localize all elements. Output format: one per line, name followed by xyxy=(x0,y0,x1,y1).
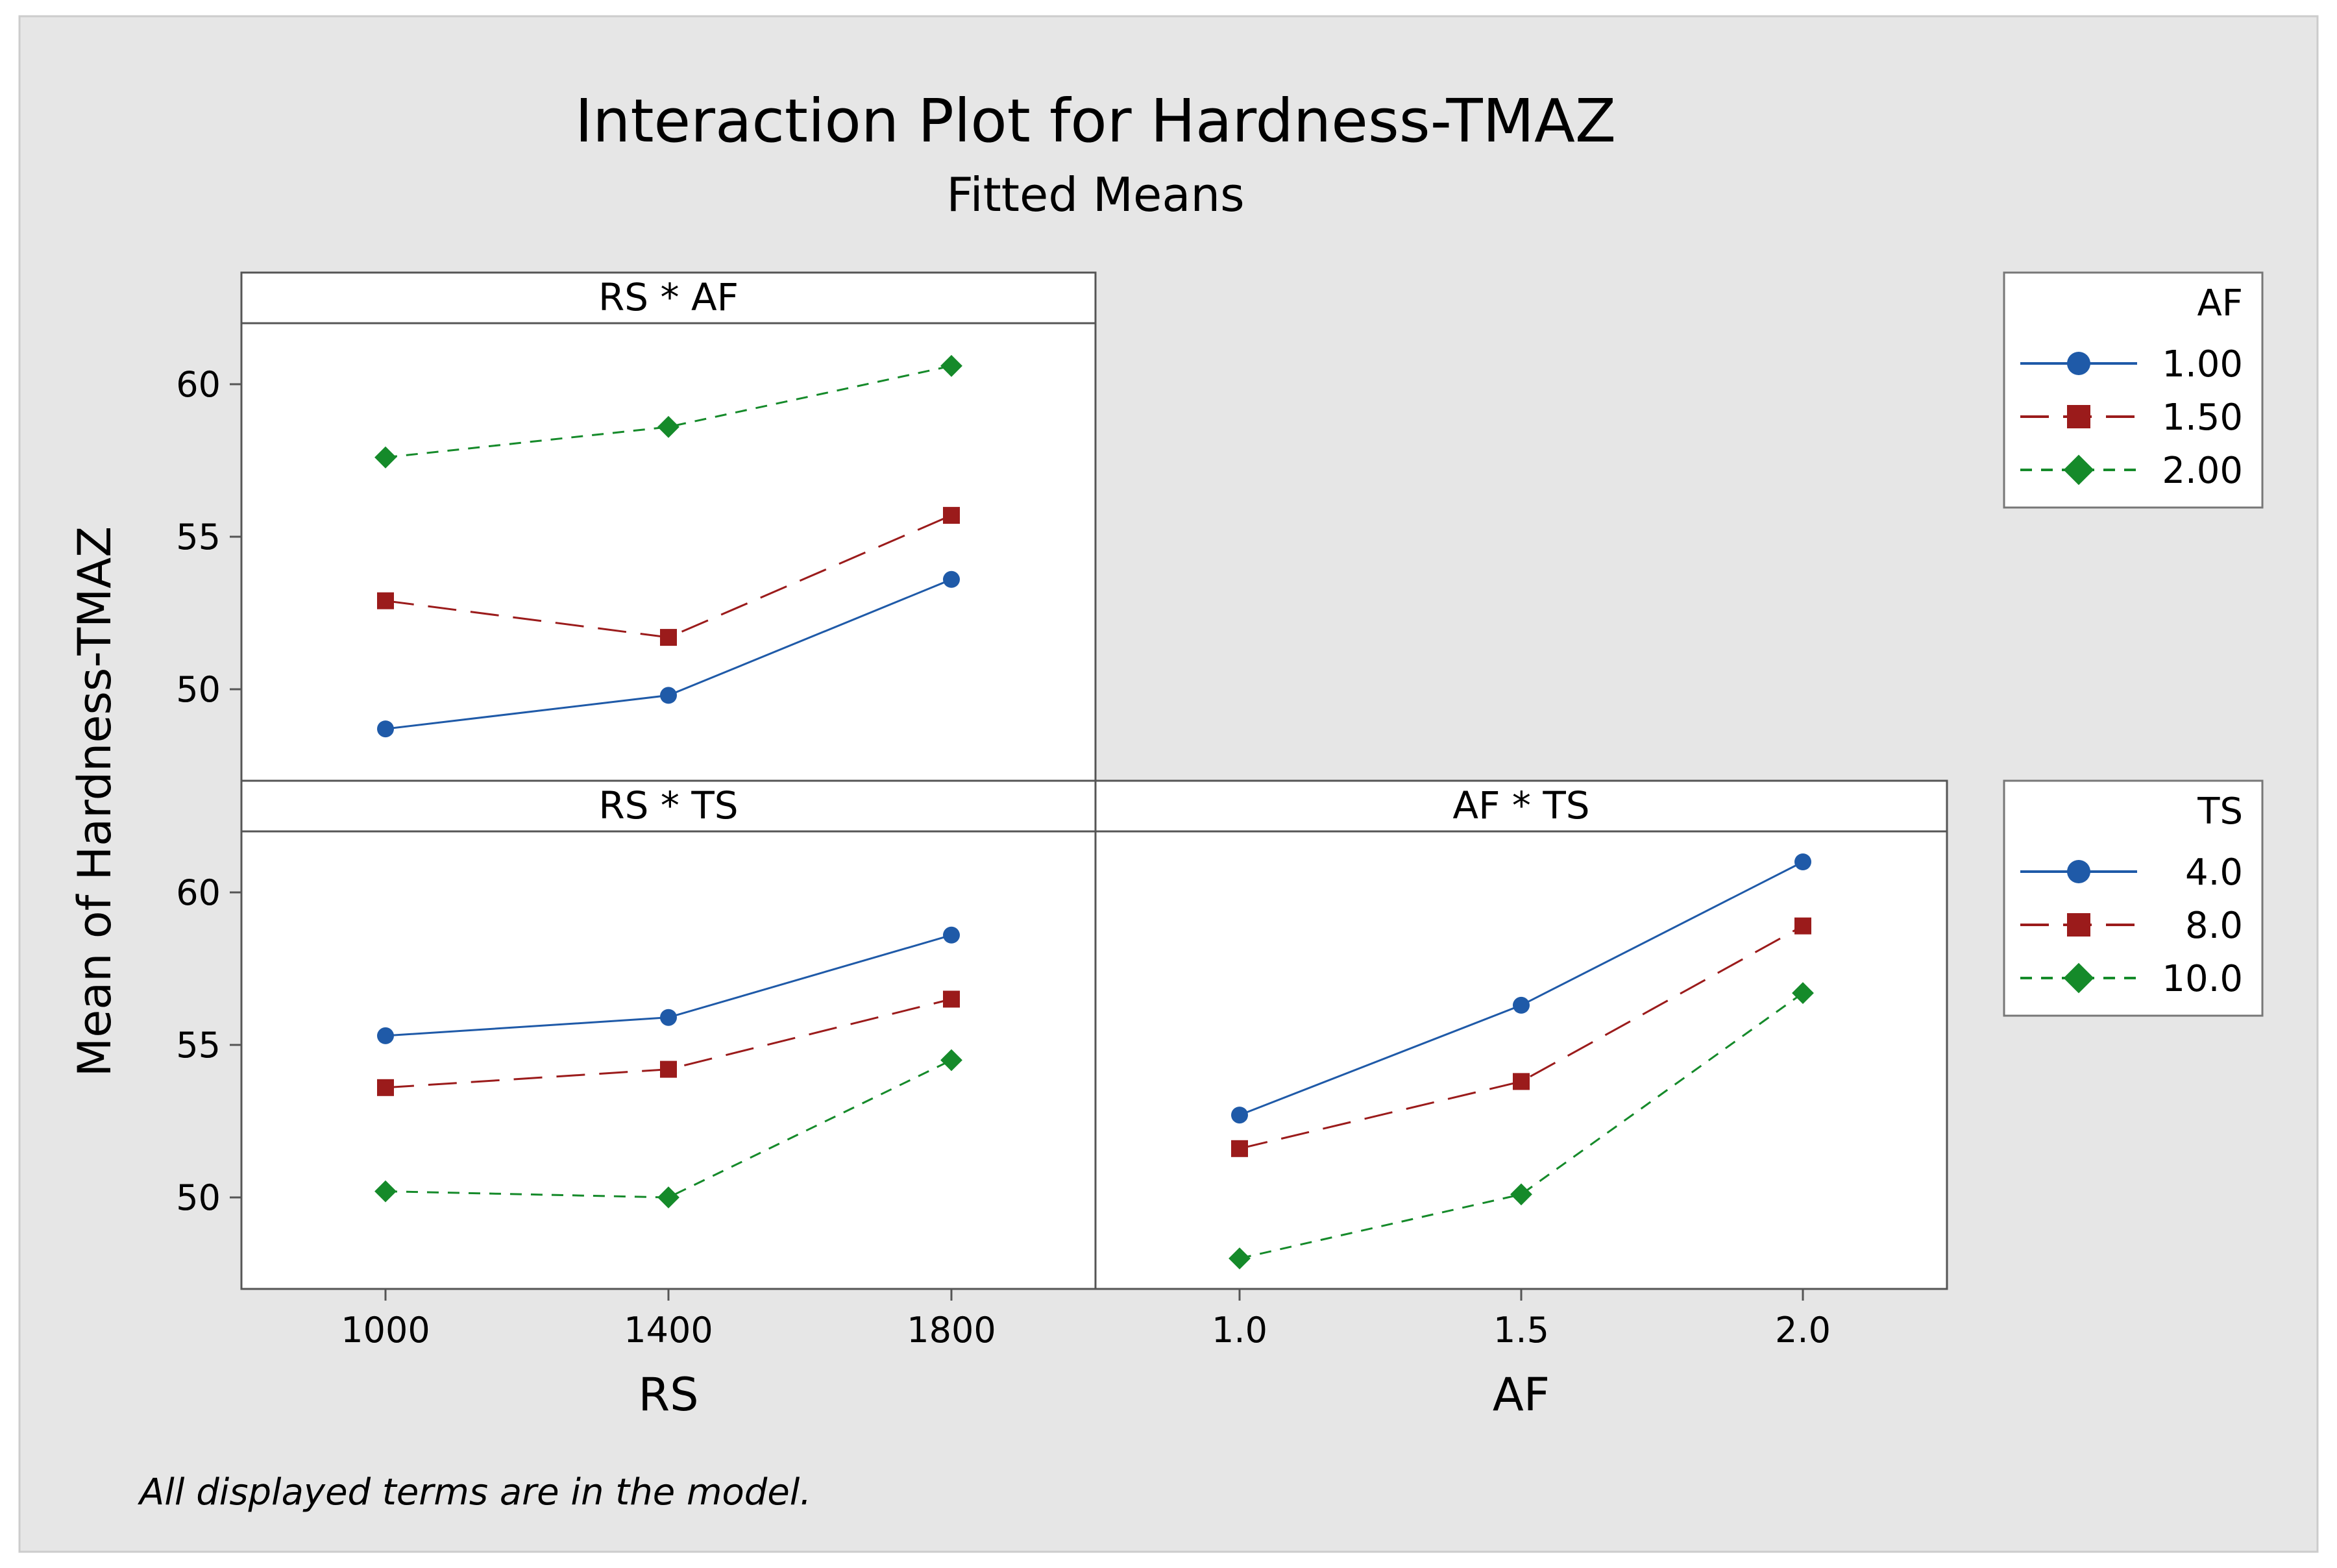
data-point-10.0 xyxy=(940,1049,962,1072)
y-tick-label: 55 xyxy=(176,1025,221,1066)
legend-marker xyxy=(2067,352,2090,375)
data-point-2.00 xyxy=(940,354,962,377)
data-point-10.0 xyxy=(1229,1247,1251,1269)
chart-subtitle: Fitted Means xyxy=(946,167,1244,222)
panel-title: RS * AF xyxy=(598,275,739,319)
data-point-8.0 xyxy=(1794,917,1811,935)
data-point-8.0 xyxy=(377,1079,394,1096)
data-point-8.0 xyxy=(660,1060,677,1078)
y-tick-label: 60 xyxy=(176,364,221,405)
legend-ts: TS 4.0 8.0 10.0 xyxy=(2003,779,2264,1017)
data-point-1.50 xyxy=(943,507,960,524)
legends: AF 1.00 1.50 2.00 TS 4.0 8.0 10.0 xyxy=(2003,271,2264,1017)
data-point-10.0 xyxy=(1792,982,1814,1004)
data-point-2.00 xyxy=(374,446,397,469)
data-point-10.0 xyxy=(1510,1183,1532,1206)
legend-title: AF xyxy=(2197,282,2243,325)
data-point-4.0 xyxy=(1794,853,1811,870)
footnote: All displayed terms are in the model. xyxy=(138,1471,811,1513)
data-point-1.50 xyxy=(660,629,677,646)
legend-box xyxy=(2003,271,2264,509)
data-point-1.00 xyxy=(660,687,677,704)
legend-af: AF 1.00 1.50 2.00 xyxy=(2003,271,2264,509)
x-tick-label: 1800 xyxy=(907,1310,996,1351)
data-point-8.0 xyxy=(1513,1073,1530,1090)
data-point-1.50 xyxy=(377,592,394,609)
x-tick-label: 1.0 xyxy=(1212,1310,1267,1351)
data-point-1.00 xyxy=(377,720,394,738)
data-point-10.0 xyxy=(657,1186,679,1208)
x-tick-label: 1400 xyxy=(624,1310,713,1351)
y-tick-label: 60 xyxy=(176,872,221,913)
data-point-4.0 xyxy=(1231,1107,1248,1124)
panel-frame xyxy=(240,271,1097,782)
legend-marker xyxy=(2067,405,2090,428)
legend-marker xyxy=(2063,454,2094,485)
data-point-8.0 xyxy=(943,990,960,1008)
legend-label: 10.0 xyxy=(2162,958,2243,1000)
legend-label: 2.00 xyxy=(2162,450,2243,492)
y-axis-label: Mean of Hardness-TMAZ xyxy=(68,526,121,1077)
legend-label: 1.50 xyxy=(2162,397,2243,439)
series-line-8.0 xyxy=(1239,925,1804,1150)
series-line-10.0 xyxy=(1239,992,1804,1260)
x-tick-label: 2.0 xyxy=(1775,1310,1831,1351)
x-tick-label: 1.5 xyxy=(1493,1310,1549,1351)
x-axis-label: AF xyxy=(1493,1368,1550,1421)
legend-title: TS xyxy=(2197,790,2243,833)
y-tick-label: 50 xyxy=(176,1177,221,1218)
chart-title: Interaction Plot for Hardness-TMAZ xyxy=(575,86,1616,156)
panel-frame xyxy=(1094,779,1948,1290)
series-line-10.0 xyxy=(385,1059,952,1199)
data-point-4.0 xyxy=(943,926,960,944)
legend-box xyxy=(2003,779,2264,1017)
x-axis-label: RS xyxy=(638,1368,698,1421)
data-point-4.0 xyxy=(1513,996,1530,1014)
panel-rs-ts: RS * TS 50 55 60 1000 1400 1800 RS xyxy=(176,779,1097,1421)
data-point-2.00 xyxy=(657,415,679,438)
panel-title: AF * TS xyxy=(1452,783,1589,827)
legend-label: 8.0 xyxy=(2185,905,2243,947)
panel-title: RS * TS xyxy=(598,783,738,827)
legend-marker xyxy=(2063,962,2094,994)
legend-marker xyxy=(2067,913,2090,937)
legend-label: 4.0 xyxy=(2185,851,2243,894)
y-tick-label: 55 xyxy=(176,517,221,557)
data-point-8.0 xyxy=(1231,1140,1248,1157)
data-point-10.0 xyxy=(374,1180,397,1203)
legend-marker xyxy=(2067,860,2090,883)
legend-label: 1.00 xyxy=(2162,343,2243,386)
data-point-4.0 xyxy=(660,1009,677,1026)
panel-rs-af: RS * AF 50 55 60 xyxy=(176,271,1097,782)
panel-af-ts: AF * TS 1.0 1.5 2.0 AF xyxy=(1094,779,1948,1421)
panel-frame xyxy=(240,779,1097,1290)
y-tick-label: 50 xyxy=(176,669,221,710)
data-point-4.0 xyxy=(377,1027,394,1044)
x-tick-label: 1000 xyxy=(341,1310,430,1351)
data-point-1.00 xyxy=(943,570,960,588)
